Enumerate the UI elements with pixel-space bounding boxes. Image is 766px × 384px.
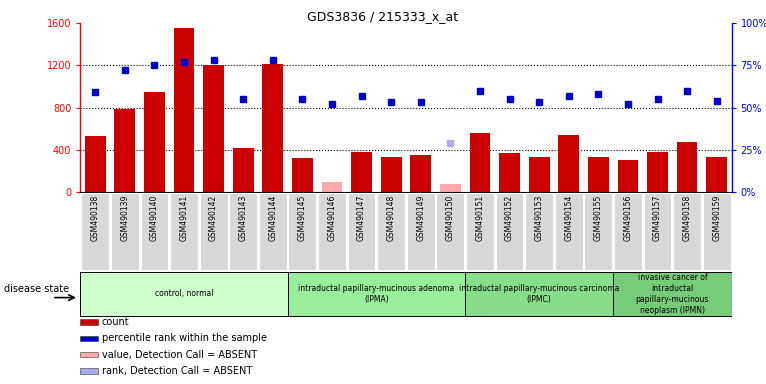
Bar (174, 28, 195, 192)
Bar (85, 136, 106, 192)
Text: GSM490146: GSM490146 (328, 194, 336, 241)
Bar (613, 271, 732, 316)
FancyBboxPatch shape (437, 193, 464, 270)
Text: GSM490142: GSM490142 (209, 194, 218, 241)
Bar (440, 184, 460, 192)
Bar (647, 152, 668, 192)
Bar (411, 155, 431, 192)
FancyBboxPatch shape (496, 193, 523, 270)
FancyBboxPatch shape (673, 193, 701, 270)
FancyBboxPatch shape (407, 193, 434, 270)
Text: invasive cancer of
intraductal
papillary-mucinous
neoplasm (IPMN): invasive cancer of intraductal papillary… (636, 273, 709, 315)
Bar (292, 158, 313, 192)
Text: GSM490139: GSM490139 (120, 194, 129, 241)
Bar (233, 148, 254, 192)
Text: GSM490141: GSM490141 (179, 194, 188, 241)
Bar (499, 153, 520, 192)
Bar (80, 336, 97, 341)
Bar (588, 157, 609, 192)
Text: GSM490147: GSM490147 (357, 194, 366, 241)
FancyBboxPatch shape (259, 193, 286, 270)
Text: GDS3836 / 215333_x_at: GDS3836 / 215333_x_at (307, 10, 459, 23)
FancyBboxPatch shape (703, 193, 731, 270)
Text: GSM490138: GSM490138 (90, 194, 100, 241)
Text: percentile rank within the sample: percentile rank within the sample (102, 333, 267, 343)
FancyBboxPatch shape (643, 193, 672, 270)
Bar (287, 271, 465, 316)
FancyBboxPatch shape (81, 193, 109, 270)
Text: GSM490152: GSM490152 (505, 194, 514, 241)
Bar (465, 271, 613, 316)
FancyBboxPatch shape (348, 193, 375, 270)
Text: GSM490150: GSM490150 (446, 194, 455, 241)
Bar (80, 368, 97, 374)
Bar (322, 182, 342, 192)
Bar (80, 352, 97, 357)
FancyBboxPatch shape (584, 193, 612, 270)
Text: GSM490143: GSM490143 (239, 194, 247, 241)
Text: rank, Detection Call = ABSENT: rank, Detection Call = ABSENT (102, 366, 252, 376)
Text: GSM490144: GSM490144 (268, 194, 277, 241)
Text: GSM490154: GSM490154 (565, 194, 573, 241)
FancyBboxPatch shape (170, 193, 198, 270)
Text: GSM490159: GSM490159 (712, 194, 722, 241)
Bar (203, 65, 224, 192)
Bar (381, 157, 401, 192)
FancyBboxPatch shape (111, 193, 139, 270)
Text: GSM490140: GSM490140 (150, 194, 159, 241)
Bar (677, 142, 698, 192)
Bar (80, 319, 97, 324)
FancyBboxPatch shape (614, 193, 642, 270)
Bar (80, 271, 287, 316)
Text: intraductal papillary-mucinous adenoma
(IPMA): intraductal papillary-mucinous adenoma (… (298, 284, 454, 304)
Bar (114, 109, 135, 192)
Text: GSM490153: GSM490153 (535, 194, 544, 241)
Text: GSM490157: GSM490157 (653, 194, 662, 241)
Bar (529, 157, 549, 192)
FancyBboxPatch shape (555, 193, 583, 270)
Bar (352, 152, 372, 192)
Bar (470, 133, 490, 192)
Text: control, normal: control, normal (155, 289, 213, 298)
Text: GSM490149: GSM490149 (416, 194, 425, 241)
Text: GSM490148: GSM490148 (387, 194, 396, 241)
Text: intraductal papillary-mucinous carcinoma
(IPMC): intraductal papillary-mucinous carcinoma… (459, 284, 620, 304)
FancyBboxPatch shape (525, 193, 553, 270)
Text: GSM490145: GSM490145 (298, 194, 307, 241)
Bar (558, 135, 579, 192)
Text: GSM490155: GSM490155 (594, 194, 603, 241)
FancyBboxPatch shape (289, 193, 316, 270)
Text: GSM490158: GSM490158 (683, 194, 692, 241)
Bar (144, 92, 165, 192)
Text: disease state: disease state (4, 284, 69, 294)
Text: GSM490156: GSM490156 (624, 194, 633, 241)
Text: GSM490151: GSM490151 (476, 194, 484, 241)
FancyBboxPatch shape (378, 193, 405, 270)
FancyBboxPatch shape (466, 193, 494, 270)
Bar (263, 64, 283, 192)
Text: count: count (102, 317, 129, 327)
Bar (617, 161, 638, 192)
Text: value, Detection Call = ABSENT: value, Detection Call = ABSENT (102, 349, 257, 360)
FancyBboxPatch shape (200, 193, 228, 270)
Bar (706, 157, 727, 192)
FancyBboxPatch shape (140, 193, 169, 270)
FancyBboxPatch shape (229, 193, 257, 270)
FancyBboxPatch shape (318, 193, 346, 270)
